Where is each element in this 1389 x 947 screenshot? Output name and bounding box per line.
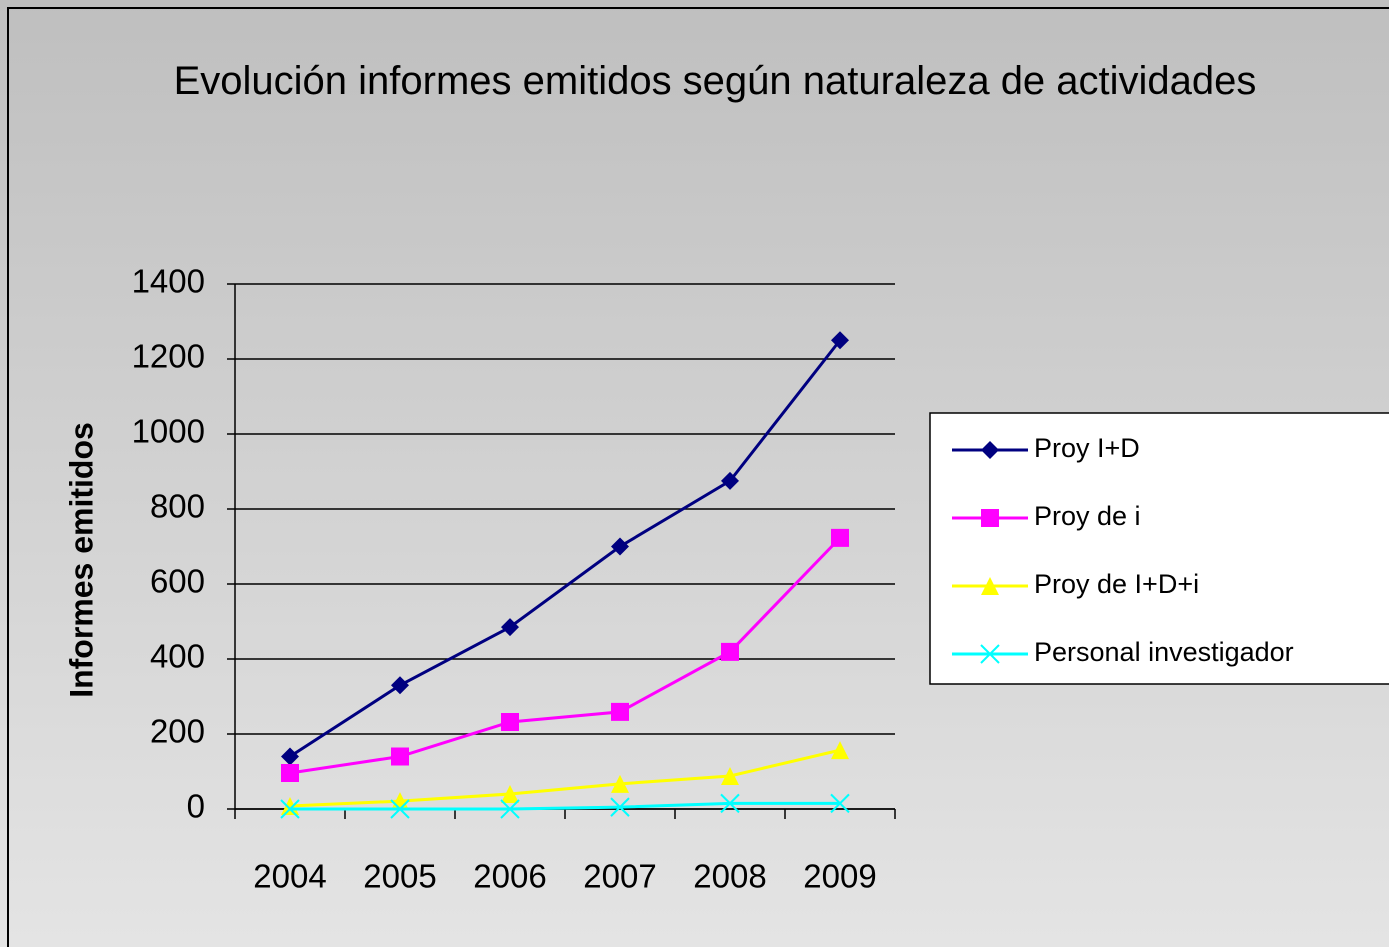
marker [611,774,629,793]
legend-marker [981,577,999,595]
marker [721,642,739,661]
legend-label: Personal investigador [1034,637,1294,667]
y-tick-label: 200 [150,713,205,750]
y-tick-label: 0 [187,788,205,825]
marker [391,676,409,695]
y-tick-label: 600 [150,563,205,600]
y-tick-label: 400 [150,638,205,675]
legend-label: Proy de i [1034,501,1141,531]
marker [720,793,740,814]
chart-title: Evolución informes emitidos según natura… [173,59,1257,103]
marker [611,537,629,556]
marker [831,528,849,547]
series-line [290,801,840,811]
x-tick-label: 2009 [803,858,876,895]
marker [501,785,519,803]
marker [501,713,519,731]
marker [391,747,409,766]
x-tick-label: 2007 [583,858,656,895]
marker [830,793,850,814]
y-tick-label: 1400 [132,263,205,300]
marker [721,767,739,785]
marker [280,799,300,819]
marker [831,741,849,760]
marker [721,471,739,490]
x-tick-label: 2008 [693,858,766,895]
x-tick-label: 2005 [363,858,436,895]
legend-label: Proy de I+D+i [1034,569,1199,599]
marker [501,618,519,637]
legend-marker [980,644,1000,664]
marker [610,797,630,817]
series-line [289,748,841,808]
legend-marker [981,509,999,527]
series-line [289,339,842,758]
marker [611,702,629,721]
marker [281,747,299,766]
series-line [289,536,842,775]
y-tick-label: 800 [150,488,205,525]
legend-marker [981,441,999,459]
legend-box [929,412,1389,685]
legend-label: Proy I+D [1034,433,1140,463]
marker [500,799,520,819]
marker [281,764,299,782]
x-tick-label: 2006 [473,858,546,895]
marker [831,331,849,350]
y-axis-label: Informes emitidos [63,422,99,698]
marker [390,799,410,819]
y-tick-label: 1200 [132,338,205,375]
y-tick-label: 1000 [132,413,205,450]
x-tick-label: 2004 [253,858,326,895]
chart-border [7,7,1389,947]
